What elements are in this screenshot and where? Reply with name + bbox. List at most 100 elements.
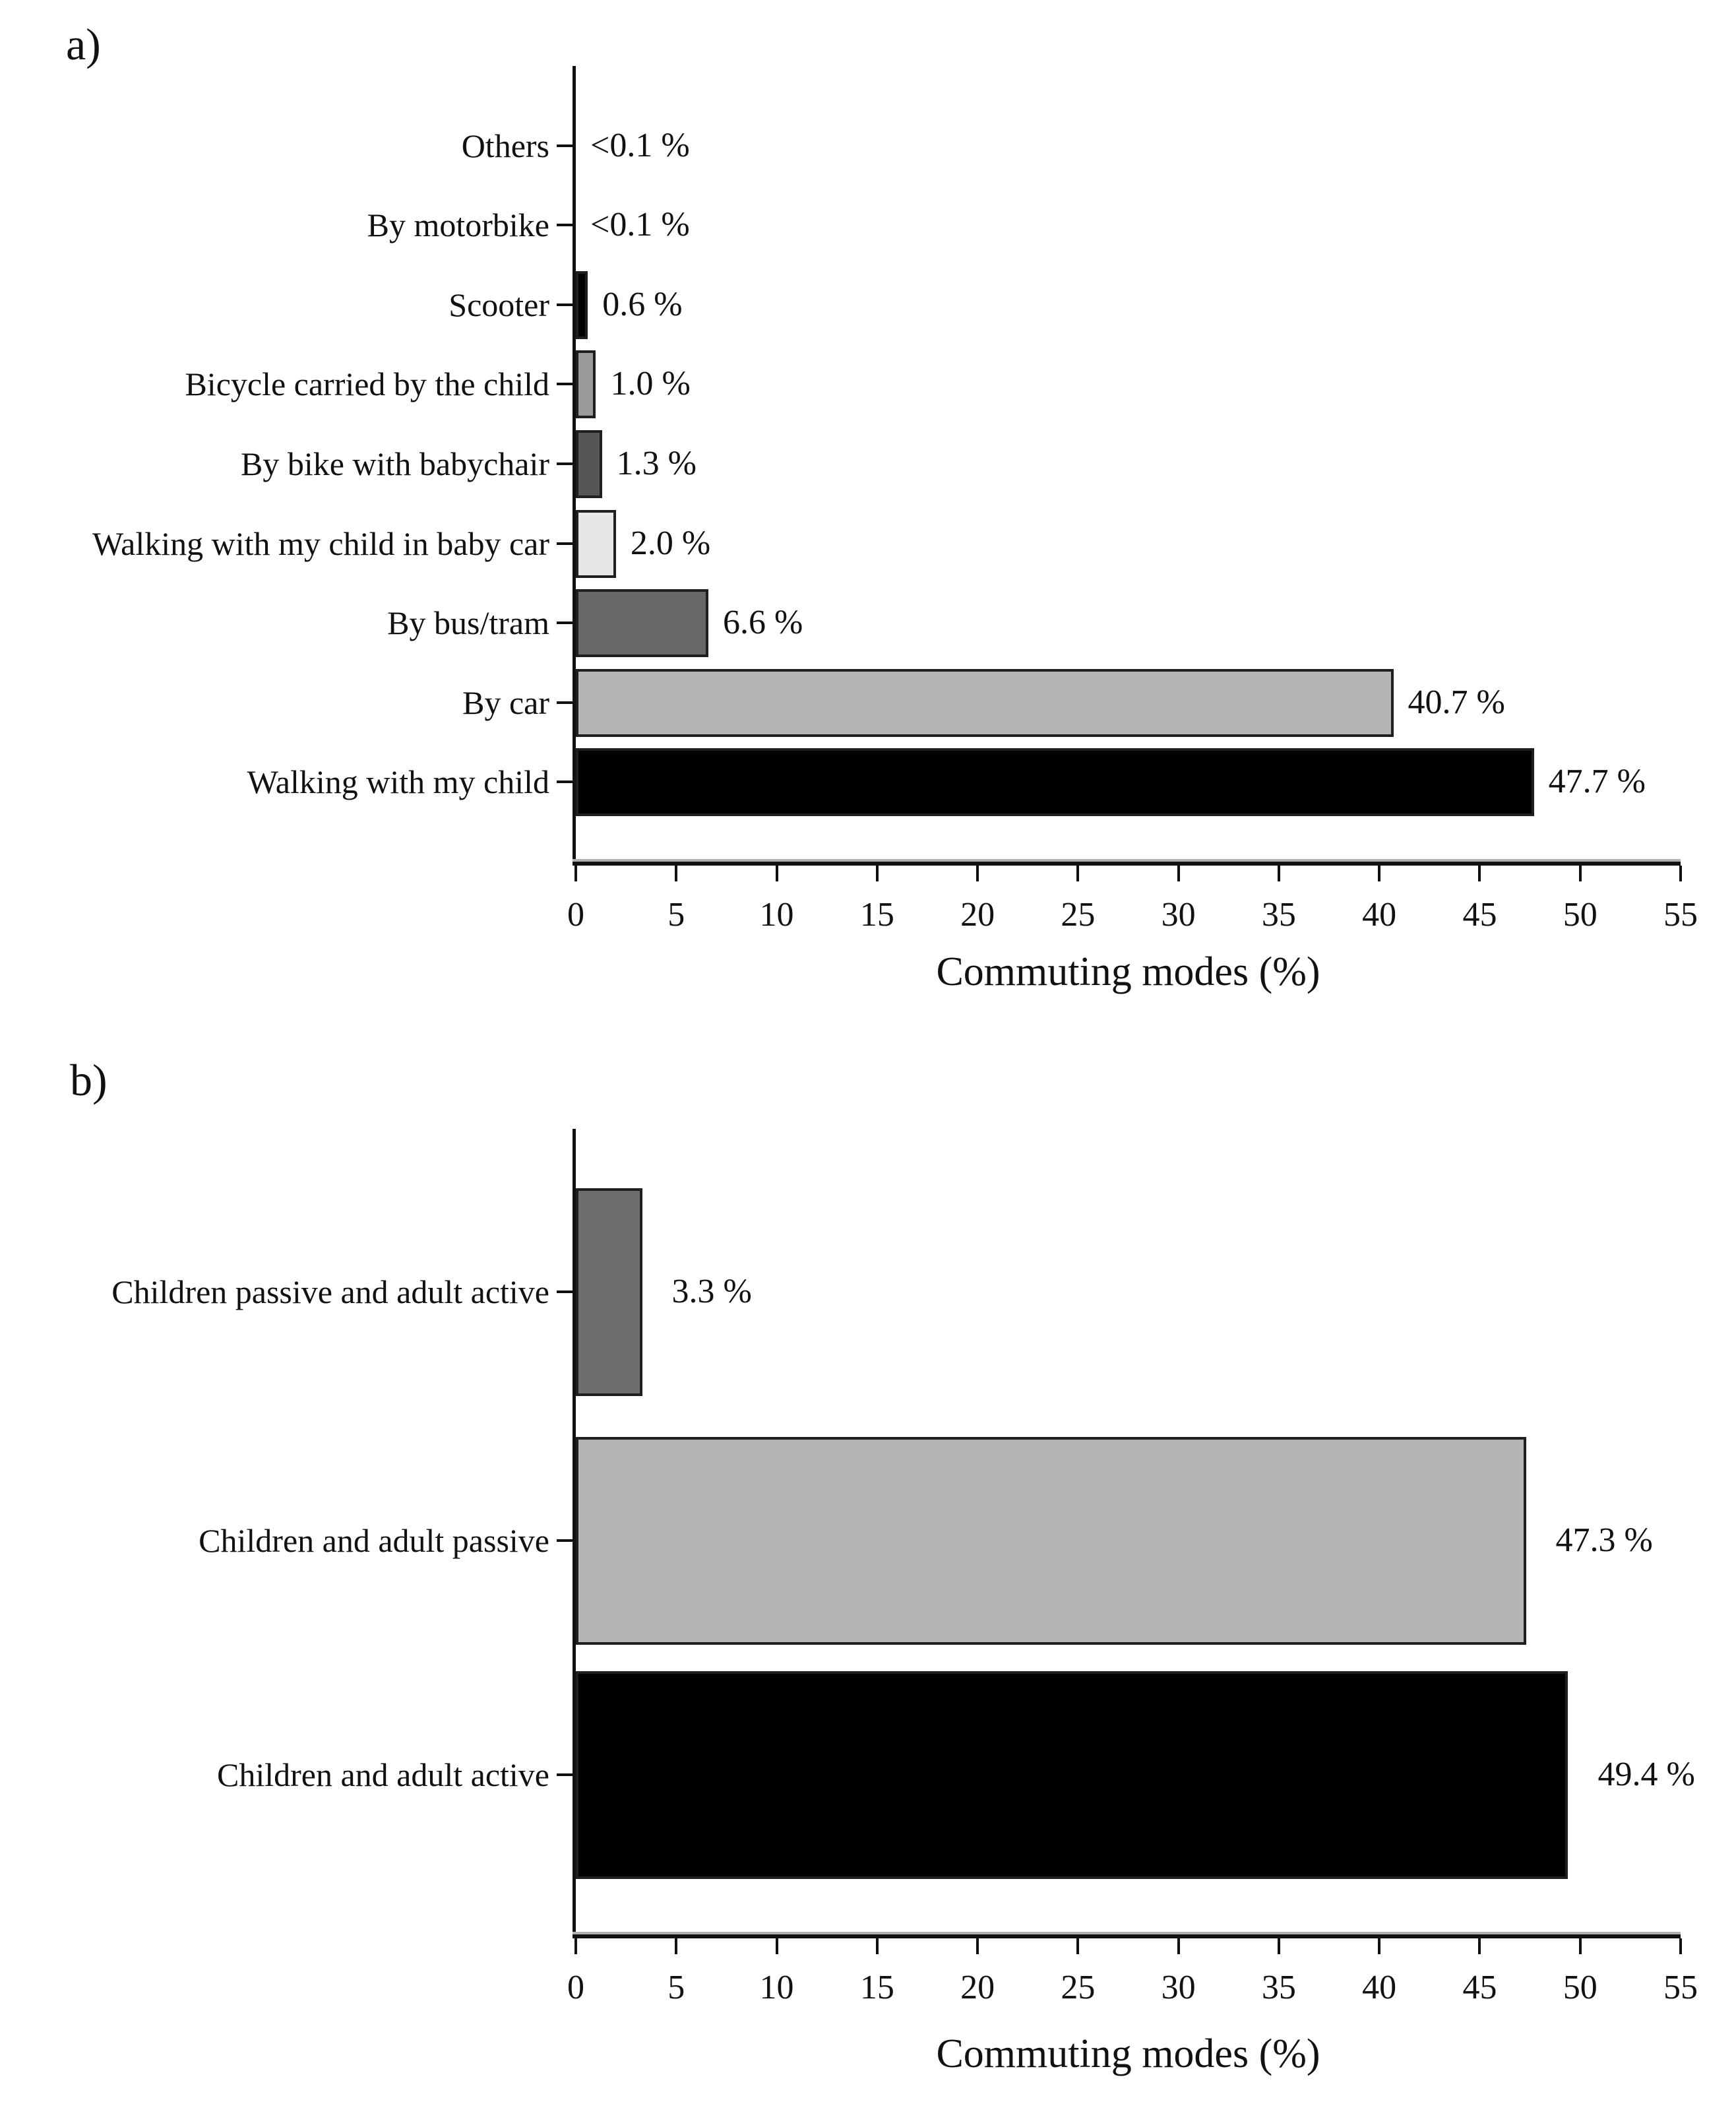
x-axis bbox=[573, 1934, 1681, 1938]
x-tick bbox=[675, 1938, 678, 1954]
category-tick bbox=[557, 621, 573, 624]
x-tick-label: 50 bbox=[1563, 896, 1597, 934]
category-label: By motorbike bbox=[367, 207, 549, 243]
x-axis-title-b: Commuting modes (%) bbox=[936, 2031, 1320, 2076]
x-tick bbox=[1478, 1938, 1481, 1954]
x-axis bbox=[573, 862, 1681, 866]
value-label: 1.3 % bbox=[616, 445, 697, 482]
x-tick bbox=[1277, 866, 1280, 881]
value-label: <0.1 % bbox=[590, 127, 690, 164]
x-axis-title-a: Commuting modes (%) bbox=[936, 949, 1320, 994]
x-tick-label: 25 bbox=[1061, 1969, 1096, 2006]
x-tick-label: 10 bbox=[759, 896, 794, 934]
x-tick bbox=[775, 866, 778, 881]
category-tick bbox=[557, 1773, 573, 1776]
bar bbox=[576, 350, 596, 418]
value-label: 1.0 % bbox=[610, 365, 691, 402]
x-tick bbox=[875, 866, 879, 881]
category-tick bbox=[557, 780, 573, 783]
category-label: Walking with my child in baby car bbox=[92, 525, 549, 562]
x-tick-label: 45 bbox=[1462, 1969, 1497, 2006]
category-tick bbox=[557, 144, 573, 147]
bar bbox=[576, 271, 588, 339]
x-tick bbox=[1177, 866, 1180, 881]
x-tick bbox=[1578, 1938, 1582, 1954]
x-tick-label: 30 bbox=[1161, 1969, 1196, 2006]
category-tick bbox=[557, 303, 573, 306]
x-tick-label: 35 bbox=[1261, 1969, 1296, 2006]
category-tick bbox=[557, 383, 573, 385]
x-tick bbox=[976, 1938, 979, 1954]
bar bbox=[576, 748, 1534, 816]
bar bbox=[576, 1436, 1526, 1645]
x-tick bbox=[1378, 866, 1381, 881]
x-tick-label: 35 bbox=[1261, 896, 1296, 934]
value-label: <0.1 % bbox=[590, 206, 690, 243]
x-tick-label: 55 bbox=[1663, 1969, 1698, 2006]
category-tick bbox=[557, 462, 573, 465]
x-tick-label: 5 bbox=[667, 1969, 685, 2006]
x-tick-label: 5 bbox=[667, 896, 685, 934]
category-label: By bike with babychair bbox=[241, 445, 549, 482]
category-tick bbox=[557, 701, 573, 704]
bar bbox=[576, 1188, 642, 1396]
panel-letter-a: a) bbox=[66, 19, 101, 69]
x-tick bbox=[875, 1938, 879, 1954]
category-tick bbox=[557, 224, 573, 226]
x-tick bbox=[1478, 866, 1481, 881]
category-tick bbox=[557, 1539, 573, 1542]
x-tick-label: 0 bbox=[567, 896, 584, 934]
y-axis bbox=[573, 66, 576, 866]
panel-letter-b: b) bbox=[70, 1055, 108, 1105]
category-tick bbox=[557, 1290, 573, 1293]
category-label: Children and adult passive bbox=[199, 1522, 549, 1559]
x-tick bbox=[1378, 1938, 1381, 1954]
x-tick bbox=[574, 1938, 577, 1954]
x-tick-label: 15 bbox=[859, 896, 894, 934]
value-label: 49.4 % bbox=[1597, 1756, 1695, 1793]
category-label: Others bbox=[461, 127, 549, 164]
category-label: Walking with my child bbox=[247, 763, 549, 800]
value-label: 47.7 % bbox=[1548, 763, 1646, 800]
x-tick-label: 40 bbox=[1362, 1969, 1397, 2006]
x-axis-accent bbox=[573, 859, 1681, 862]
value-label: 40.7 % bbox=[1408, 684, 1505, 721]
x-tick bbox=[675, 866, 678, 881]
x-tick bbox=[1578, 866, 1582, 881]
x-tick bbox=[1679, 1938, 1682, 1954]
bar bbox=[576, 430, 602, 498]
x-tick-label: 20 bbox=[960, 1969, 995, 2006]
value-label: 0.6 % bbox=[602, 286, 683, 323]
x-tick bbox=[1679, 866, 1682, 881]
x-tick-label: 50 bbox=[1563, 1969, 1597, 2006]
category-label: Scooter bbox=[449, 286, 549, 323]
value-label: 3.3 % bbox=[671, 1273, 752, 1310]
category-label: By bus/tram bbox=[387, 604, 549, 641]
bar bbox=[576, 668, 1394, 737]
x-tick bbox=[574, 866, 577, 881]
x-tick-label: 25 bbox=[1061, 896, 1096, 934]
x-tick-label: 40 bbox=[1362, 896, 1397, 934]
x-tick bbox=[1277, 1938, 1280, 1954]
bar bbox=[576, 509, 616, 578]
value-label: 2.0 % bbox=[630, 525, 711, 562]
x-tick-label: 45 bbox=[1462, 896, 1497, 934]
value-label: 47.3 % bbox=[1555, 1521, 1653, 1559]
bar bbox=[576, 589, 708, 657]
x-tick bbox=[1076, 866, 1080, 881]
x-tick-label: 10 bbox=[759, 1969, 794, 2006]
x-tick bbox=[976, 866, 979, 881]
category-label: Children passive and adult active bbox=[111, 1273, 549, 1310]
y-axis bbox=[573, 1129, 576, 1938]
x-tick-label: 20 bbox=[960, 896, 995, 934]
category-label: Children and adult active bbox=[216, 1756, 549, 1793]
x-tick bbox=[1076, 1938, 1080, 1954]
bar bbox=[576, 1671, 1568, 1879]
x-axis-accent bbox=[573, 1932, 1681, 1934]
category-tick bbox=[557, 542, 573, 545]
value-label: 6.6 % bbox=[723, 604, 803, 641]
x-tick-label: 0 bbox=[567, 1969, 584, 2006]
x-tick bbox=[1177, 1938, 1180, 1954]
category-label: By car bbox=[462, 684, 549, 721]
